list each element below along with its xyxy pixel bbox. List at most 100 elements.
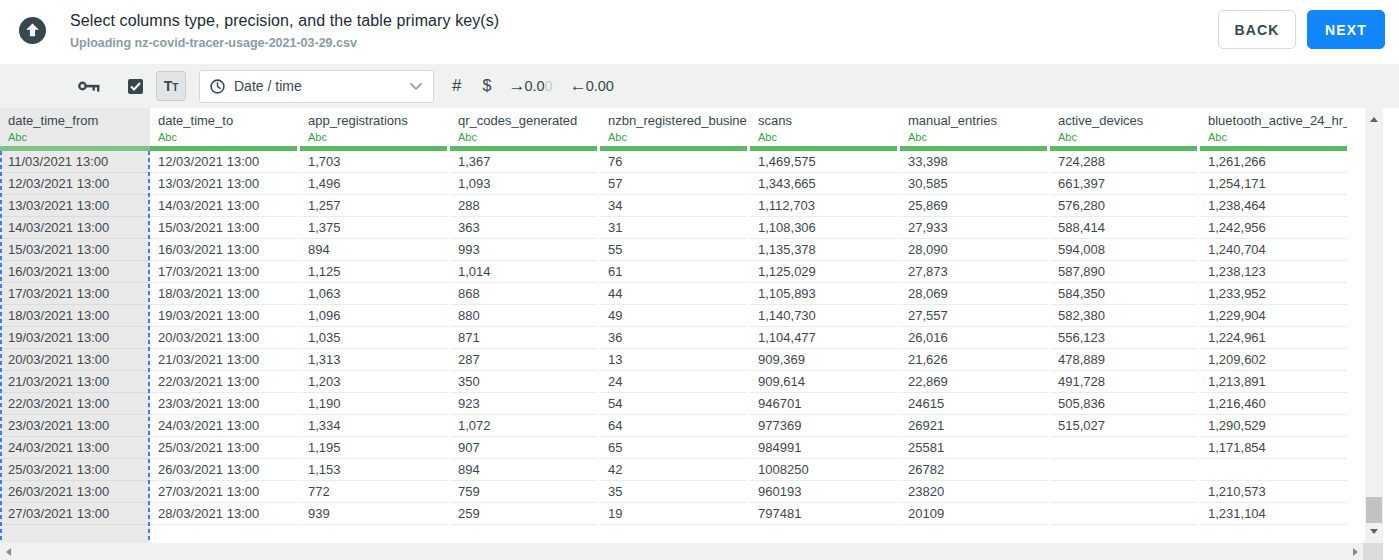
- table-cell: 24: [600, 371, 747, 393]
- table-cell: 1,261,266: [1200, 151, 1347, 173]
- primary-key-icon[interactable]: [78, 79, 100, 93]
- table-cell: 23/03/2021 13:00: [150, 393, 297, 415]
- page-subtitle: Uploading nz-covid-tracer-usage-2021-03-…: [70, 36, 499, 50]
- table-cell: 880: [450, 305, 597, 327]
- table-cell: 1,014: [450, 261, 597, 283]
- table-cell: 23/03/2021 13:00: [0, 415, 150, 437]
- column-type-badge: Abc: [1208, 131, 1347, 143]
- table-cell: 28/03/2021 13:00: [150, 503, 297, 525]
- column-header[interactable]: nzbn_registered_busineAbc: [600, 108, 747, 146]
- table-cell: 1,367: [450, 151, 597, 173]
- selection-border-left: [0, 151, 2, 543]
- column-header[interactable]: date_time_fromAbc: [0, 108, 150, 146]
- table-cell: [1050, 481, 1197, 503]
- right-arrow-icon: →: [508, 79, 525, 93]
- number-type-button[interactable]: #: [452, 76, 461, 96]
- table-column-scans[interactable]: scansAbc1,469,5751,343,6651,112,7031,108…: [750, 108, 900, 543]
- decrease-decimal-button[interactable]: ←0.00: [570, 78, 614, 94]
- table-cell: 724,288: [1050, 151, 1197, 173]
- column-header[interactable]: date_time_toAbc: [150, 108, 297, 146]
- scroll-right-arrow[interactable]: [1353, 548, 1358, 556]
- table-cell: 1,213,891: [1200, 371, 1347, 393]
- table-cell: 22/03/2021 13:00: [150, 371, 297, 393]
- table-cell: 20/03/2021 13:00: [0, 349, 150, 371]
- table-cell: 24/03/2021 13:00: [0, 437, 150, 459]
- page-title: Select columns type, precision, and the …: [70, 12, 499, 30]
- left-arrow-icon: ←: [570, 79, 587, 93]
- column-header[interactable]: active_devicesAbc: [1050, 108, 1197, 146]
- table-cell: 1,195: [300, 437, 447, 459]
- back-button[interactable]: BACK: [1218, 10, 1296, 49]
- column-header[interactable]: scans Abc: [750, 108, 897, 146]
- table-cell: 25581: [900, 437, 1047, 459]
- table-cell: [1050, 503, 1197, 525]
- column-header[interactable]: qr_codes_generatedAbc: [450, 108, 597, 146]
- table-cell: 16/03/2021 13:00: [0, 261, 150, 283]
- table-cell: 977369: [750, 415, 897, 437]
- table-cell: 26782: [900, 459, 1047, 481]
- table-cell: 65: [600, 437, 747, 459]
- table-cell: 30,585: [900, 173, 1047, 195]
- table-column-nzbn_registered_busine[interactable]: nzbn_registered_busineAbc765734315561444…: [600, 108, 750, 543]
- column-type-badge: Abc: [608, 131, 747, 143]
- table-cell: 939: [300, 503, 447, 525]
- table-cell: 350: [450, 371, 597, 393]
- currency-type-button[interactable]: $: [482, 77, 491, 95]
- table-cell: 25,869: [900, 195, 1047, 217]
- upload-icon: [19, 17, 46, 44]
- column-type-badge: Abc: [758, 131, 897, 143]
- table-column-active_devices[interactable]: active_devicesAbc 724,288661,397576,280 58…: [1050, 108, 1200, 543]
- table-cell: 1,203: [300, 371, 447, 393]
- increase-decimal-faded: 0: [545, 78, 553, 94]
- table-cell: 1,290,529: [1200, 415, 1347, 437]
- table-cell: 28,069: [900, 283, 1047, 305]
- table-cell: 76: [600, 151, 747, 173]
- table-cell: 1,496: [300, 173, 447, 195]
- column-name: scans: [758, 113, 897, 128]
- column-include-checkbox[interactable]: [128, 79, 143, 94]
- column-header[interactable]: manual_entriesAbc: [900, 108, 1047, 146]
- increase-decimal-button[interactable]: →0.00: [508, 78, 552, 94]
- table-cell: 21/03/2021 13:00: [150, 349, 297, 371]
- table-column-qr_codes_generated[interactable]: qr_codes_generatedAbc1,3671,093288363993…: [450, 108, 600, 543]
- table-cell: 1,209,602: [1200, 349, 1347, 371]
- table-cell: 478,889: [1050, 349, 1197, 371]
- table-cell: 1,257: [300, 195, 447, 217]
- vertical-scrollbar[interactable]: [1365, 108, 1383, 543]
- next-button[interactable]: NEXT: [1307, 10, 1385, 49]
- table-cell: 1,108,306: [750, 217, 897, 239]
- table-column-date_time_from[interactable]: date_time_fromAbc11/03/2021 13:0012/03/2…: [0, 108, 150, 543]
- table-cell: 1,224,961: [1200, 327, 1347, 349]
- table-cell: 1,171,854: [1200, 437, 1347, 459]
- table-cell: 661,397: [1050, 173, 1197, 195]
- table-cell: 1,105,893: [750, 283, 897, 305]
- horizontal-scrollbar[interactable]: [0, 543, 1383, 560]
- vertical-scrollbar-thumb[interactable]: [1366, 497, 1382, 523]
- table-cell: 18/03/2021 13:00: [150, 283, 297, 305]
- column-name: active_devices: [1058, 113, 1197, 128]
- scroll-up-arrow[interactable]: [1370, 117, 1378, 122]
- table-cell: 27,557: [900, 305, 1047, 327]
- table-column-date_time_to[interactable]: date_time_toAbc12/03/2021 13:0013/03/202…: [150, 108, 300, 543]
- table-cell: 576,280: [1050, 195, 1197, 217]
- scroll-down-arrow[interactable]: [1370, 529, 1378, 534]
- table-column-manual_entries[interactable]: manual_entriesAbc33,39830,58525,86927,93…: [900, 108, 1050, 543]
- table-cell: 1,240,704: [1200, 239, 1347, 261]
- column-name: qr_codes_generated: [458, 113, 597, 128]
- table-cell: 1008250: [750, 459, 897, 481]
- table-cell: 1,469,575: [750, 151, 897, 173]
- text-type-button[interactable]: TT: [156, 71, 186, 101]
- increase-decimal-label: 0.0: [524, 78, 544, 94]
- table-cell: 15/03/2021 13:00: [0, 239, 150, 261]
- scroll-left-arrow[interactable]: [6, 548, 11, 556]
- column-type-dropdown[interactable]: Date / time: [199, 70, 434, 103]
- column-header[interactable]: app_registrationsAbc: [300, 108, 447, 146]
- table-column-bluetooth_active_24_hr_[interactable]: bluetooth_active_24_hr_Abc1,261,2661,254…: [1200, 108, 1350, 543]
- table-cell: 584,350: [1050, 283, 1197, 305]
- table-cell: 515,027: [1050, 415, 1197, 437]
- table-cell: 868: [450, 283, 597, 305]
- table-cell: 27/03/2021 13:00: [150, 481, 297, 503]
- table-column-app_registrations[interactable]: app_registrationsAbc1,7031,4961,2571,375…: [300, 108, 450, 543]
- column-header[interactable]: bluetooth_active_24_hr_Abc: [1200, 108, 1347, 146]
- table-cell: 19: [600, 503, 747, 525]
